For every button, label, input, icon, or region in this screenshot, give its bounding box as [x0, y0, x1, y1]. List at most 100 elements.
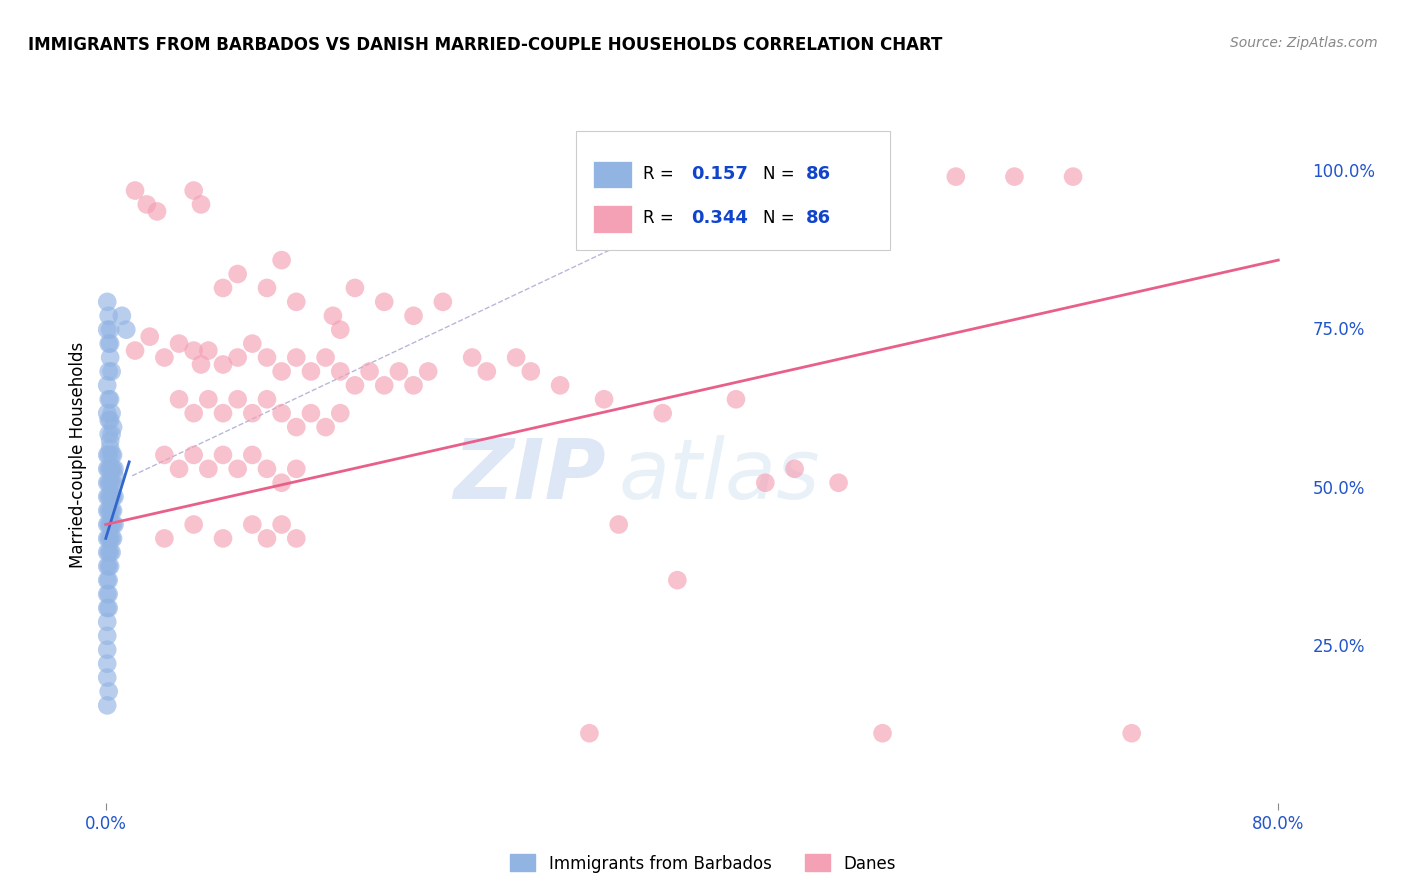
Point: [97, 503, 120, 517]
Point: [418, 364, 440, 378]
Point: [373, 294, 395, 309]
Point: [97, 532, 120, 546]
Point: [270, 517, 292, 532]
Point: [98, 545, 121, 559]
Point: [461, 351, 484, 365]
Point: [98, 413, 121, 427]
Point: [96, 475, 118, 490]
Point: [270, 253, 292, 268]
Point: [97, 684, 120, 698]
Point: [226, 267, 249, 281]
Point: [183, 517, 205, 532]
Point: [226, 392, 249, 407]
Point: [343, 281, 366, 295]
Point: [256, 532, 278, 546]
Point: [343, 378, 366, 392]
Point: [97, 462, 120, 476]
Point: [97, 517, 120, 532]
Point: [98, 323, 121, 337]
Text: 86: 86: [806, 165, 831, 183]
Point: [96, 671, 118, 685]
Point: [607, 517, 630, 532]
Point: [100, 427, 122, 442]
Point: [256, 281, 278, 295]
Point: [101, 448, 124, 462]
Point: [100, 517, 122, 532]
Point: [505, 351, 527, 365]
Point: [98, 559, 121, 574]
Point: [402, 378, 425, 392]
Point: [101, 532, 124, 546]
Point: [97, 364, 120, 378]
Point: [212, 406, 235, 420]
Point: [98, 532, 121, 546]
Text: R =: R =: [643, 165, 683, 183]
Text: IMMIGRANTS FROM BARBADOS VS DANISH MARRIED-COUPLE HOUSEHOLDS CORRELATION CHART: IMMIGRANTS FROM BARBADOS VS DANISH MARRI…: [28, 36, 942, 54]
Point: [101, 503, 124, 517]
Point: [240, 448, 263, 462]
Point: [97, 475, 120, 490]
Point: [100, 490, 122, 504]
Point: [96, 559, 118, 574]
Text: N =: N =: [763, 165, 800, 183]
Point: [167, 462, 190, 476]
Point: [167, 336, 190, 351]
Point: [138, 329, 160, 343]
Point: [285, 420, 308, 434]
Point: [270, 406, 292, 420]
Point: [100, 462, 122, 476]
Point: [285, 532, 308, 546]
Point: [212, 448, 235, 462]
Point: [270, 475, 292, 490]
Point: [124, 343, 146, 358]
Point: [101, 517, 124, 532]
Point: [101, 490, 124, 504]
Point: [97, 448, 120, 462]
Point: [270, 364, 292, 378]
Point: [98, 441, 121, 455]
Point: [315, 420, 337, 434]
Point: [240, 406, 263, 420]
Point: [96, 462, 118, 476]
Point: [299, 364, 322, 378]
Legend: Immigrants from Barbados, Danes: Immigrants from Barbados, Danes: [503, 847, 903, 880]
Point: [135, 197, 157, 211]
Point: [115, 323, 138, 337]
Point: [98, 517, 121, 532]
Text: ZIP: ZIP: [454, 435, 606, 516]
Point: [190, 197, 212, 211]
Point: [240, 517, 263, 532]
Point: [96, 294, 118, 309]
Point: [153, 532, 176, 546]
Text: R =: R =: [643, 210, 683, 227]
Point: [100, 532, 122, 546]
Point: [754, 475, 776, 490]
Point: [183, 184, 205, 198]
Point: [212, 358, 235, 372]
Point: [96, 573, 118, 587]
Point: [651, 406, 673, 420]
Point: [593, 392, 616, 407]
Point: [167, 392, 190, 407]
Point: [96, 448, 118, 462]
Point: [98, 462, 121, 476]
Point: [212, 281, 235, 295]
Point: [96, 587, 118, 601]
Point: [226, 462, 249, 476]
Point: [98, 490, 121, 504]
Point: [945, 169, 967, 184]
Point: [97, 545, 120, 559]
FancyBboxPatch shape: [576, 131, 890, 250]
Point: [97, 392, 120, 407]
Point: [197, 462, 219, 476]
Text: atlas: atlas: [619, 435, 820, 516]
Text: Source: ZipAtlas.com: Source: ZipAtlas.com: [1230, 36, 1378, 50]
Point: [153, 448, 176, 462]
Point: [124, 184, 146, 198]
Point: [146, 204, 169, 219]
Point: [96, 406, 118, 420]
Point: [402, 309, 425, 323]
Point: [97, 336, 120, 351]
Point: [299, 406, 322, 420]
Point: [359, 364, 381, 378]
